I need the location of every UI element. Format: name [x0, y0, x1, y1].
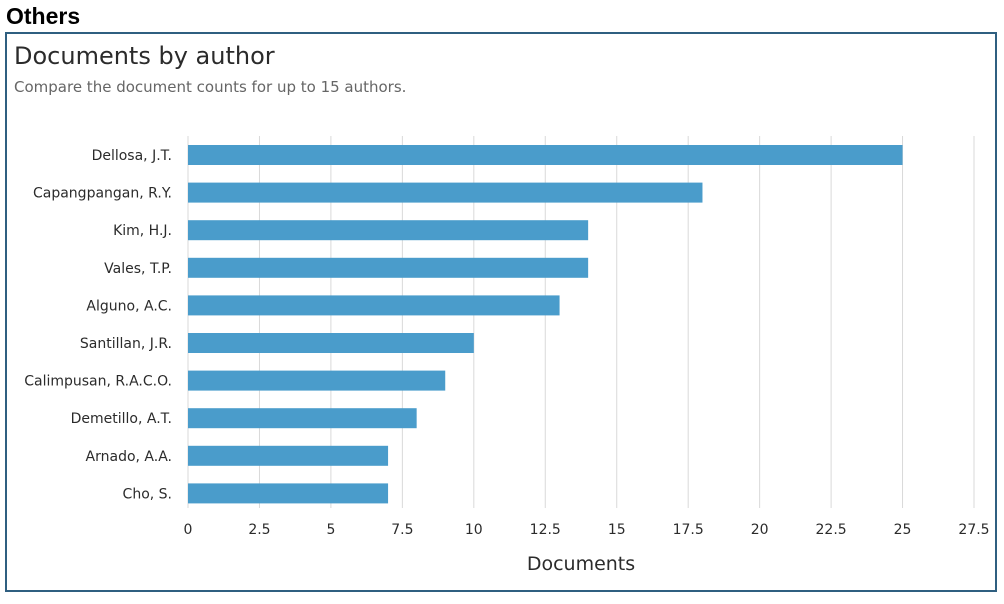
x-tick-label: 17.5	[673, 522, 704, 538]
x-tick-label: 10	[465, 522, 483, 538]
section-heading: Others	[6, 3, 81, 29]
category-label: Kim, H.J.	[113, 223, 172, 239]
x-tick-label: 12.5	[530, 522, 561, 538]
bar	[188, 408, 417, 429]
category-label: Cho, S.	[123, 486, 172, 502]
category-label: Dellosa, J.T.	[92, 148, 172, 164]
chart-title: Documents by author	[14, 42, 275, 70]
x-tick-label: 7.5	[391, 522, 413, 538]
chart-panel: Documents by author Compare the document…	[5, 32, 997, 592]
category-label: Arnado, A.A.	[86, 449, 172, 465]
x-tick-label: 25	[894, 522, 912, 538]
chart-subtitle: Compare the document counts for up to 15…	[14, 78, 407, 96]
bar	[188, 257, 589, 278]
category-label: Capangpangan, R.Y.	[33, 186, 172, 202]
bar-chart: Dellosa, J.T. Capangpangan, R.Y. Kim, H.J.…	[24, 136, 990, 575]
x-tick-label: 0	[184, 522, 193, 538]
bar	[188, 145, 903, 165]
x-tick-label: 27.5	[958, 522, 989, 538]
category-label: Vales, T.P.	[104, 261, 172, 277]
x-tick-labels: 0 2.5 5 7.5 10 12.5 15 17.5 20 22.5 25 27.5	[184, 522, 990, 538]
category-label: Alguno, A.C.	[86, 298, 172, 314]
bar	[188, 220, 589, 241]
bar	[188, 333, 474, 353]
bar	[188, 295, 560, 316]
x-tick-label: 5	[326, 522, 335, 538]
bar	[188, 370, 446, 391]
x-tick-label: 20	[751, 522, 769, 538]
category-label: Santillan, J.R.	[80, 336, 172, 352]
bars	[188, 145, 903, 504]
category-label: Calimpusan, R.A.C.O.	[24, 374, 172, 390]
category-labels: Dellosa, J.T. Capangpangan, R.Y. Kim, H.J.…	[24, 148, 172, 502]
x-tick-label: 15	[608, 522, 626, 538]
x-tick-label: 22.5	[816, 522, 847, 538]
bar	[188, 483, 389, 504]
bar	[188, 445, 389, 466]
bar	[188, 182, 703, 203]
x-tick-label: 2.5	[248, 522, 270, 538]
x-axis-title: Documents	[527, 553, 635, 575]
category-label: Demetillo, A.T.	[71, 411, 172, 427]
